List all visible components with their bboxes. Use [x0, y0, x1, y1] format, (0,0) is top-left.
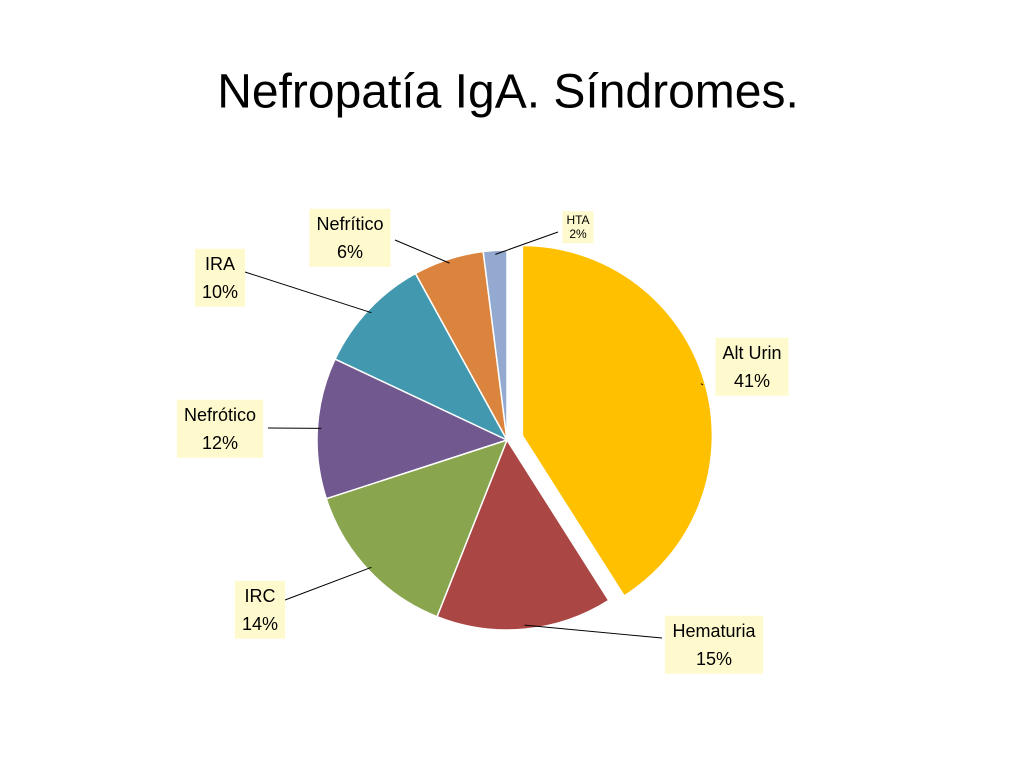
leader-line [495, 231, 559, 255]
data-label: Alt Urin 41% [715, 337, 789, 396]
label-value: 6% [337, 242, 363, 262]
leader-line [524, 624, 663, 639]
label-value: 41% [734, 371, 770, 391]
leader-line [284, 566, 372, 601]
label-value: 2% [569, 227, 587, 241]
label-box [664, 615, 764, 674]
label-box [234, 580, 286, 639]
leader-line [700, 383, 704, 386]
label-name: Nefrótico [184, 405, 256, 425]
label-box [715, 337, 789, 396]
data-label: Nefrítico 6% [309, 208, 391, 267]
leader-line [394, 239, 450, 264]
label-box [176, 399, 264, 458]
label-value: 15% [696, 649, 732, 669]
data-label: Hematuria 15% [664, 615, 764, 674]
label-name: IRC [245, 586, 276, 606]
label-value: 12% [202, 433, 238, 453]
label-box [309, 208, 391, 267]
label-name: Alt Urin [722, 343, 781, 363]
pie-slice [521, 244, 714, 597]
data-label: IRA 10% [194, 248, 246, 307]
label-name: Hematuria [672, 621, 756, 641]
pie-slice [436, 438, 610, 631]
leader-line [244, 271, 372, 314]
label-box [194, 248, 246, 307]
chart-title: Nefropatía IgA. Síndromes. [217, 66, 799, 119]
data-label: IRC 14% [234, 580, 286, 639]
label-name: Nefrítico [316, 214, 383, 234]
label-value: 14% [242, 614, 278, 634]
pie-slice [334, 272, 509, 442]
label-box [562, 211, 594, 244]
data-label: Nefrótico 12% [176, 399, 264, 458]
label-name: HTA [566, 213, 589, 227]
label-value: 10% [202, 282, 238, 302]
label-name: IRA [205, 254, 235, 274]
